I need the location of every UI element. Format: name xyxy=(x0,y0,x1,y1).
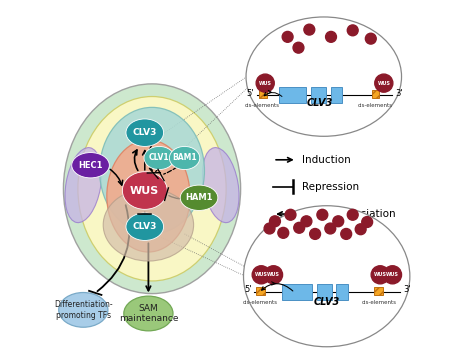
Text: cis-elements: cis-elements xyxy=(245,103,280,108)
Text: 5': 5' xyxy=(247,90,255,98)
Text: WUS: WUS xyxy=(386,272,399,277)
Text: WUS: WUS xyxy=(267,272,280,277)
Text: SAM
maintenance: SAM maintenance xyxy=(118,304,178,323)
Circle shape xyxy=(341,229,352,239)
Circle shape xyxy=(304,24,315,35)
Circle shape xyxy=(310,229,320,239)
Ellipse shape xyxy=(107,140,190,252)
Text: WUS: WUS xyxy=(255,272,268,277)
Text: Differentiation-
promoting TFs: Differentiation- promoting TFs xyxy=(54,300,113,319)
Ellipse shape xyxy=(144,146,174,170)
Bar xyxy=(337,284,348,300)
Bar xyxy=(256,287,265,295)
Text: Direct association: Direct association xyxy=(302,209,396,219)
Circle shape xyxy=(333,216,344,227)
Circle shape xyxy=(355,224,366,234)
Ellipse shape xyxy=(65,148,101,223)
Ellipse shape xyxy=(202,148,239,223)
Text: WUS: WUS xyxy=(259,81,272,86)
Text: 5': 5' xyxy=(244,285,252,294)
Text: 3': 3' xyxy=(395,90,403,98)
Circle shape xyxy=(252,266,270,284)
Bar xyxy=(372,90,380,98)
Text: HEC1: HEC1 xyxy=(78,161,103,170)
Ellipse shape xyxy=(126,213,164,240)
Text: cis-elements: cis-elements xyxy=(358,103,393,108)
Circle shape xyxy=(347,25,358,36)
Ellipse shape xyxy=(64,84,241,294)
Bar xyxy=(279,87,306,103)
Ellipse shape xyxy=(126,119,164,146)
Ellipse shape xyxy=(72,152,109,178)
Text: CLV1: CLV1 xyxy=(149,154,170,163)
Text: CLV3: CLV3 xyxy=(314,297,340,307)
Text: 3': 3' xyxy=(403,285,411,294)
Text: CLV3: CLV3 xyxy=(133,128,157,137)
Text: BAM1: BAM1 xyxy=(172,154,197,163)
Ellipse shape xyxy=(246,17,401,136)
Circle shape xyxy=(294,223,305,233)
Ellipse shape xyxy=(59,293,108,327)
Ellipse shape xyxy=(244,206,410,347)
Circle shape xyxy=(256,74,274,92)
Text: Repression: Repression xyxy=(302,182,359,192)
Bar xyxy=(331,87,342,103)
Text: WUS: WUS xyxy=(377,81,390,86)
Text: HAM1: HAM1 xyxy=(185,193,213,202)
Bar xyxy=(282,284,312,300)
Circle shape xyxy=(264,223,275,234)
Circle shape xyxy=(347,209,358,220)
Circle shape xyxy=(362,217,373,228)
Bar xyxy=(317,284,332,300)
Circle shape xyxy=(371,266,389,284)
Circle shape xyxy=(285,209,296,220)
Circle shape xyxy=(270,216,281,227)
Bar xyxy=(374,287,383,295)
Circle shape xyxy=(383,266,401,284)
Ellipse shape xyxy=(103,189,193,261)
Circle shape xyxy=(264,266,283,284)
Bar xyxy=(311,87,326,103)
Text: CLV3: CLV3 xyxy=(307,98,333,108)
Ellipse shape xyxy=(169,146,200,170)
Text: Induction: Induction xyxy=(302,155,351,165)
Text: cis-elements: cis-elements xyxy=(362,300,396,305)
Circle shape xyxy=(326,32,337,42)
Text: WUS: WUS xyxy=(374,272,387,277)
Circle shape xyxy=(301,216,312,227)
Ellipse shape xyxy=(122,172,167,209)
Ellipse shape xyxy=(124,296,173,331)
Circle shape xyxy=(278,228,289,238)
Text: WUS: WUS xyxy=(130,185,159,196)
Text: cis-elements: cis-elements xyxy=(243,300,278,305)
Circle shape xyxy=(293,42,304,53)
Circle shape xyxy=(375,74,393,92)
Circle shape xyxy=(282,32,293,42)
Circle shape xyxy=(317,209,328,220)
Ellipse shape xyxy=(78,97,226,281)
Ellipse shape xyxy=(100,107,204,234)
Ellipse shape xyxy=(180,185,218,211)
Circle shape xyxy=(365,33,376,44)
Text: CLV3: CLV3 xyxy=(133,222,157,231)
Circle shape xyxy=(325,223,336,234)
Bar xyxy=(259,90,267,98)
